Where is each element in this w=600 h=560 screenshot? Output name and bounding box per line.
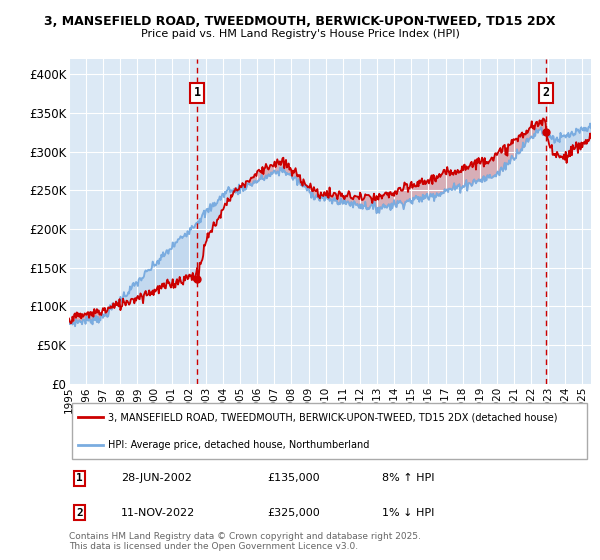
Text: 28-JUN-2002: 28-JUN-2002 [121, 473, 192, 483]
Text: 1: 1 [194, 86, 201, 100]
Text: 3, MANSEFIELD ROAD, TWEEDMOUTH, BERWICK-UPON-TWEED, TD15 2DX: 3, MANSEFIELD ROAD, TWEEDMOUTH, BERWICK-… [44, 15, 556, 28]
Text: 3, MANSEFIELD ROAD, TWEEDMOUTH, BERWICK-UPON-TWEED, TD15 2DX (detached house): 3, MANSEFIELD ROAD, TWEEDMOUTH, BERWICK-… [108, 412, 557, 422]
Text: HPI: Average price, detached house, Northumberland: HPI: Average price, detached house, Nort… [108, 440, 370, 450]
Text: 2: 2 [542, 86, 550, 100]
Text: Price paid vs. HM Land Registry's House Price Index (HPI): Price paid vs. HM Land Registry's House … [140, 29, 460, 39]
Text: 11-NOV-2022: 11-NOV-2022 [121, 508, 196, 518]
Text: Contains HM Land Registry data © Crown copyright and database right 2025.
This d: Contains HM Land Registry data © Crown c… [69, 532, 421, 552]
Text: £325,000: £325,000 [268, 508, 320, 518]
Text: 8% ↑ HPI: 8% ↑ HPI [382, 473, 434, 483]
Text: 2: 2 [76, 508, 83, 518]
Text: £135,000: £135,000 [268, 473, 320, 483]
Text: 1: 1 [76, 473, 83, 483]
Text: 1% ↓ HPI: 1% ↓ HPI [382, 508, 434, 518]
